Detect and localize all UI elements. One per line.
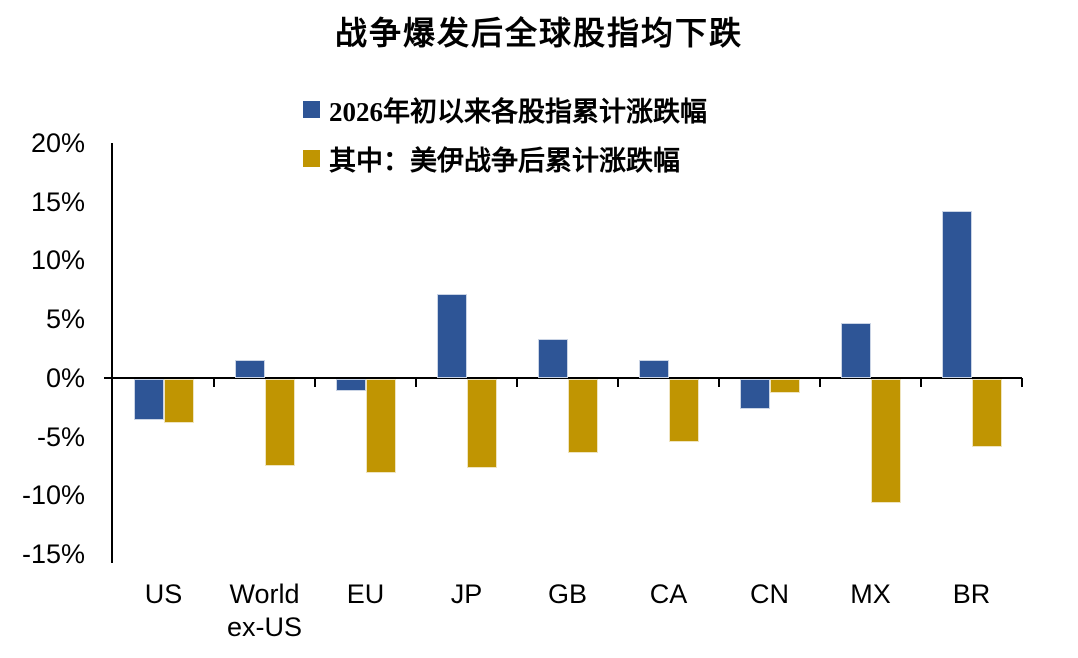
- bar-jp-series2: [466, 378, 497, 469]
- legend-swatch-blue-icon: [303, 100, 320, 118]
- bar-us-series2: [163, 378, 194, 424]
- legend-swatch-gold-icon: [303, 149, 320, 167]
- ytick-label-5-: 5%: [45, 304, 85, 335]
- chart-title: 战争爆发后全球股指均下跌: [334, 15, 743, 51]
- bar-eu-series2: [365, 378, 396, 473]
- y-axis-line: [111, 143, 113, 563]
- ytick-label-15-: 15%: [30, 186, 85, 217]
- legend-item-series1: 2026年初以来各股指累计涨跌幅: [303, 92, 707, 127]
- ytick-label--10-: -10%: [21, 480, 85, 511]
- x-axis-zero-line: [111, 376, 1022, 379]
- x-axis-tick: [314, 377, 316, 387]
- legend-label-series2: 其中：美伊战争后累计涨跌幅: [329, 145, 680, 176]
- legend-item-series2: 其中：美伊战争后累计涨跌幅: [303, 141, 707, 176]
- x-axis-tick: [718, 377, 720, 387]
- bar-mx-series1: [840, 322, 871, 378]
- x-axis-tick: [819, 377, 821, 387]
- bar-world-ex-us-series1: [234, 360, 265, 378]
- bar-gb-series2: [567, 378, 598, 453]
- y-axis-zero-tick: [104, 376, 111, 379]
- bar-br-series2: [971, 378, 1002, 447]
- bar-eu-series1: [335, 378, 366, 391]
- bar-jp-series1: [436, 294, 467, 378]
- xcat-label-jp: JP: [450, 579, 483, 609]
- bar-cn-series2: [769, 378, 800, 393]
- x-axis-tick: [516, 377, 518, 387]
- x-axis-tick: [920, 377, 922, 387]
- bar-cn-series1: [739, 378, 770, 410]
- legend: 2026年初以来各股指累计涨跌幅 其中：美伊战争后累计涨跌幅: [303, 92, 707, 190]
- bar-mx-series2: [870, 378, 901, 504]
- ytick-label-20-: 20%: [30, 128, 85, 158]
- xcat-label-gb: GB: [547, 579, 587, 609]
- ytick-label--5-: -5%: [36, 421, 85, 452]
- bar-ca-series2: [668, 378, 699, 443]
- x-axis-tick: [617, 377, 619, 387]
- ytick-label-0-: 0%: [45, 362, 85, 393]
- xcat-label-eu: EU: [346, 579, 385, 609]
- xcat-label-world-ex-us: World ex-US: [226, 579, 302, 642]
- bar-us-series1: [133, 378, 164, 420]
- legend-label-series1: 2026年初以来各股指累计涨跌幅: [329, 96, 707, 127]
- bar-br-series1: [941, 211, 972, 378]
- ytick-label-10-: 10%: [30, 245, 85, 276]
- ytick-label--15-: -15%: [21, 539, 85, 569]
- xcat-label-ca: CA: [649, 579, 688, 609]
- x-axis-tick: [213, 377, 215, 387]
- x-axis-tick: [415, 377, 417, 387]
- bar-ca-series1: [638, 360, 669, 378]
- xcat-label-mx: MX: [850, 579, 891, 609]
- xcat-label-br: BR: [952, 579, 991, 609]
- xcat-label-cn: CN: [750, 579, 789, 609]
- xcat-label-us: US: [144, 579, 183, 609]
- x-axis-tick: [1021, 377, 1023, 387]
- bar-world-ex-us-series2: [264, 378, 295, 466]
- bar-gb-series1: [537, 339, 568, 378]
